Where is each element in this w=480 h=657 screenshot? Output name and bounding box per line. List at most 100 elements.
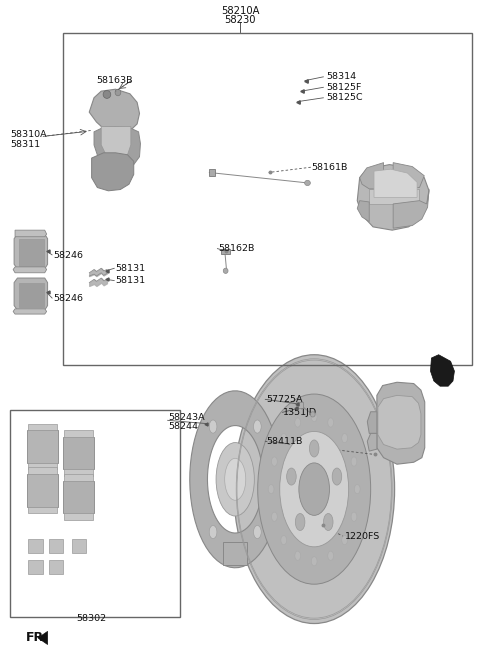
Polygon shape [28, 468, 57, 474]
Text: 1220FS: 1220FS [345, 532, 381, 541]
Text: FR.: FR. [25, 631, 48, 645]
Ellipse shape [115, 89, 121, 96]
Polygon shape [92, 153, 134, 191]
Text: 58210A: 58210A [221, 5, 259, 16]
Ellipse shape [324, 514, 333, 531]
Ellipse shape [223, 268, 228, 273]
Ellipse shape [216, 443, 254, 516]
Text: 58131: 58131 [116, 263, 146, 273]
Ellipse shape [287, 468, 296, 485]
Bar [10, 411, 180, 617]
Ellipse shape [312, 413, 317, 422]
Polygon shape [393, 163, 424, 187]
Ellipse shape [280, 432, 348, 547]
Polygon shape [19, 283, 44, 307]
Polygon shape [357, 200, 369, 221]
Polygon shape [374, 170, 417, 197]
Polygon shape [393, 189, 429, 228]
Text: 58161B: 58161B [312, 163, 348, 171]
Ellipse shape [328, 551, 334, 560]
Polygon shape [221, 249, 230, 254]
Polygon shape [64, 430, 93, 437]
Ellipse shape [299, 463, 329, 515]
Polygon shape [89, 89, 140, 132]
Text: 58311: 58311 [10, 140, 40, 148]
Ellipse shape [295, 418, 300, 427]
Text: 57725A: 57725A [266, 395, 303, 404]
Text: 58310A: 58310A [10, 130, 47, 139]
Text: 58246: 58246 [53, 294, 84, 303]
Ellipse shape [209, 420, 217, 433]
Polygon shape [297, 402, 303, 409]
Polygon shape [28, 424, 57, 430]
Ellipse shape [295, 514, 305, 531]
Polygon shape [431, 355, 455, 386]
Ellipse shape [272, 457, 277, 466]
Polygon shape [369, 189, 420, 204]
Ellipse shape [234, 355, 395, 623]
Ellipse shape [332, 468, 342, 485]
Ellipse shape [281, 535, 287, 545]
Text: 58411B: 58411B [266, 437, 303, 445]
Ellipse shape [351, 512, 357, 521]
Polygon shape [48, 539, 63, 553]
Polygon shape [360, 163, 384, 189]
Polygon shape [63, 437, 94, 470]
Polygon shape [72, 539, 86, 553]
Text: 58302: 58302 [77, 614, 107, 623]
Ellipse shape [351, 457, 357, 466]
Ellipse shape [253, 420, 261, 433]
Ellipse shape [342, 535, 348, 545]
Polygon shape [28, 560, 43, 574]
Ellipse shape [225, 459, 246, 500]
Polygon shape [223, 541, 247, 564]
Ellipse shape [295, 551, 300, 560]
Text: 58244: 58244 [168, 422, 198, 432]
Ellipse shape [103, 91, 111, 99]
Polygon shape [209, 170, 215, 175]
Polygon shape [27, 430, 58, 463]
Ellipse shape [268, 484, 274, 493]
Ellipse shape [305, 180, 311, 185]
Ellipse shape [258, 394, 371, 584]
Polygon shape [14, 234, 48, 269]
Ellipse shape [310, 440, 319, 457]
Ellipse shape [272, 512, 277, 521]
Text: 58162B: 58162B [218, 244, 255, 253]
Polygon shape [27, 474, 58, 507]
Text: 58163B: 58163B [96, 76, 133, 85]
Text: 58131: 58131 [116, 276, 146, 285]
Polygon shape [64, 513, 93, 520]
Ellipse shape [253, 526, 261, 539]
Polygon shape [377, 382, 425, 464]
Text: 58314: 58314 [326, 72, 356, 81]
Text: 58243A: 58243A [168, 413, 205, 422]
Ellipse shape [281, 434, 287, 443]
Polygon shape [14, 278, 48, 310]
Ellipse shape [354, 484, 360, 493]
Polygon shape [15, 230, 47, 237]
Ellipse shape [312, 556, 317, 566]
Polygon shape [28, 507, 57, 513]
Polygon shape [357, 165, 429, 230]
Polygon shape [13, 267, 47, 273]
Ellipse shape [209, 526, 217, 539]
Polygon shape [367, 434, 377, 451]
Bar [63, 34, 472, 365]
Ellipse shape [328, 418, 334, 427]
Polygon shape [64, 474, 93, 481]
Text: 58230: 58230 [224, 14, 256, 25]
Polygon shape [101, 127, 131, 158]
Polygon shape [48, 560, 63, 574]
Ellipse shape [342, 434, 348, 443]
Text: 58246: 58246 [53, 250, 84, 260]
Polygon shape [378, 396, 421, 449]
Polygon shape [13, 309, 47, 314]
Text: 1351JD: 1351JD [283, 408, 317, 417]
Ellipse shape [311, 412, 315, 417]
Polygon shape [28, 539, 43, 553]
Polygon shape [63, 481, 94, 513]
Polygon shape [367, 412, 377, 434]
Polygon shape [19, 238, 44, 265]
Text: 58125F: 58125F [326, 83, 361, 92]
